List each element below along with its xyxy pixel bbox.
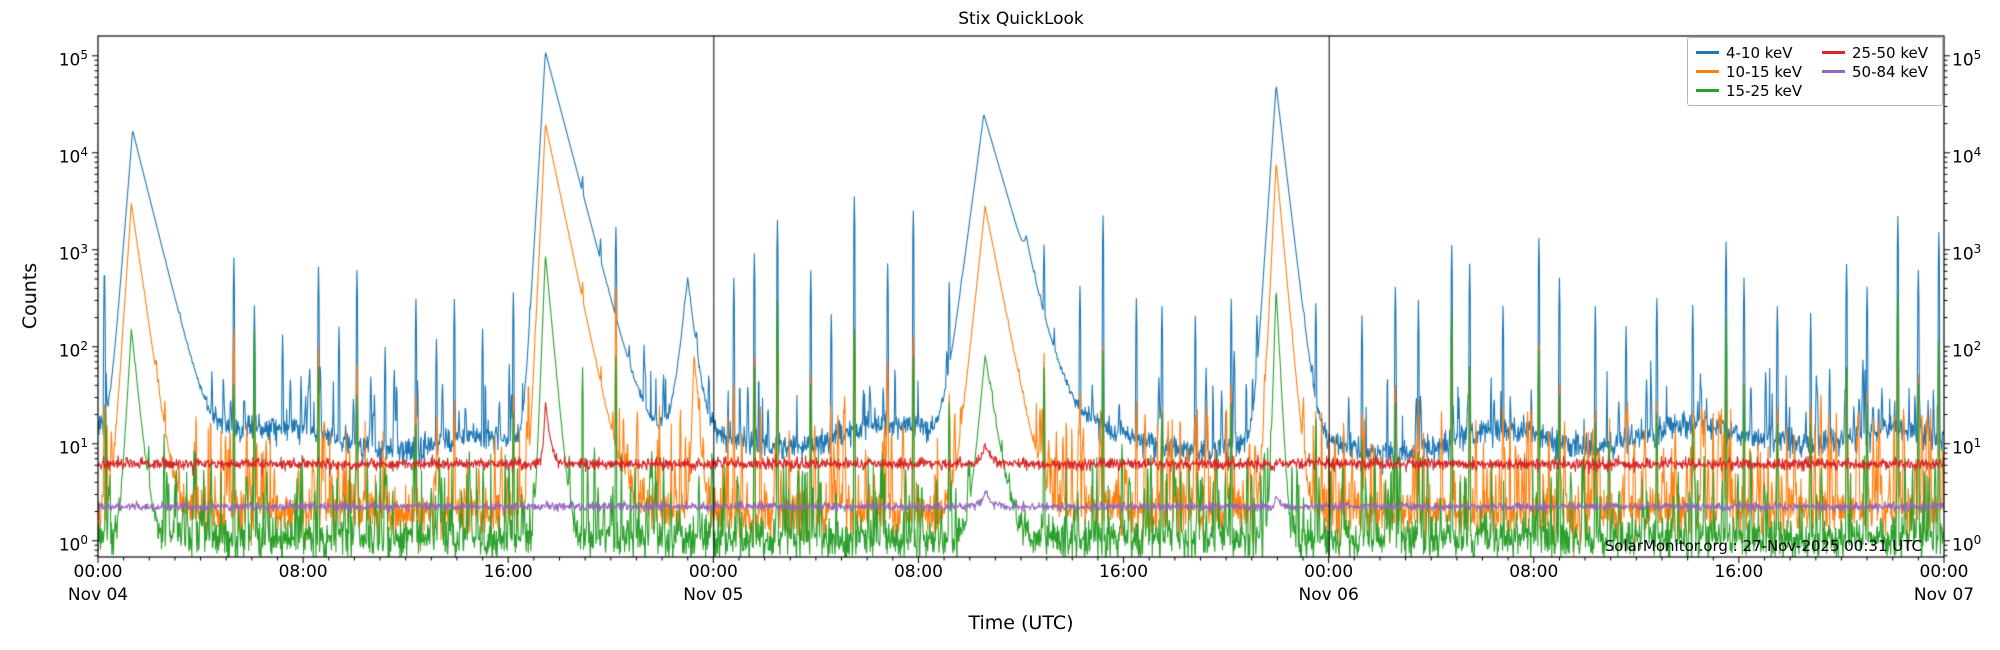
chart-title: Stix QuickLook (958, 9, 1084, 29)
legend-item: 50-84 keV (1822, 62, 1934, 81)
y-axis-label: Counts (19, 262, 41, 330)
x-axis-label: Time (UTC) (968, 612, 1074, 634)
legend-item-label: 4-10 keV (1726, 43, 1793, 62)
legend-line-swatch (1822, 70, 1845, 73)
legend-line-swatch (1822, 51, 1845, 54)
legend-item: 15-25 keV (1696, 81, 1808, 100)
legend-line-swatch (1696, 70, 1719, 73)
legend-line-swatch (1696, 89, 1719, 92)
legend-item-label: 25-50 keV (1852, 43, 1928, 62)
legend-item-label: 10-15 keV (1726, 62, 1802, 81)
legend-item: 4-10 keV (1696, 43, 1808, 62)
legend-item-label: 15-25 keV (1726, 81, 1802, 100)
legend-line-swatch (1696, 51, 1719, 54)
legend: 4-10 keV 10-15 keV 15-25 keV 25-50 keV 50-84… (1687, 37, 1943, 106)
legend-item: 10-15 keV (1696, 62, 1808, 81)
legend-column: 4-10 keV 10-15 keV 15-25 keV (1696, 43, 1808, 100)
legend-column: 25-50 keV 50-84 keV (1822, 44, 1934, 99)
watermark: SolarMonitor.org : 27-Nov-2025 00:31 UTC (1604, 537, 1922, 555)
legend-item: 25-50 keV (1822, 43, 1934, 62)
legend-item-label: 50-84 keV (1852, 62, 1928, 81)
